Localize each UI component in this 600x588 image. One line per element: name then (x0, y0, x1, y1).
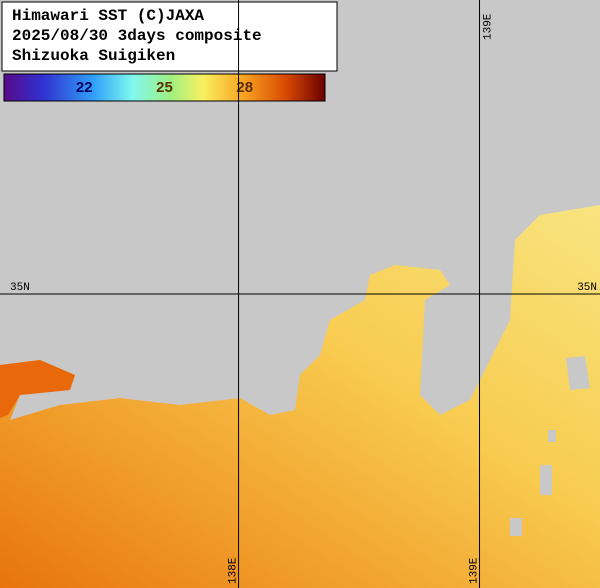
lon-label: 138E (228, 557, 240, 584)
warm-patch (0, 360, 75, 418)
islet (540, 465, 552, 495)
colorbar (3, 73, 326, 102)
sea (0, 205, 600, 588)
islet (510, 518, 522, 536)
lat-label: 35N (577, 282, 597, 294)
title-line: 2025/08/30 3days composite (12, 27, 262, 45)
title-line: Himawari SST (C)JAXA (12, 7, 204, 25)
title-line: Shizuoka Suigiken (12, 47, 175, 65)
lat-label: 35N (10, 282, 30, 294)
colorbar-tick-label: 25 (156, 79, 173, 96)
island (566, 356, 590, 390)
lon-label: 139E (483, 13, 495, 40)
lon-label: 139E (469, 557, 481, 584)
title-box (1, 1, 338, 72)
islet (548, 430, 556, 442)
colorbar-tick-label: 28 (236, 79, 253, 96)
colorbar-tick-label: 22 (76, 79, 93, 96)
